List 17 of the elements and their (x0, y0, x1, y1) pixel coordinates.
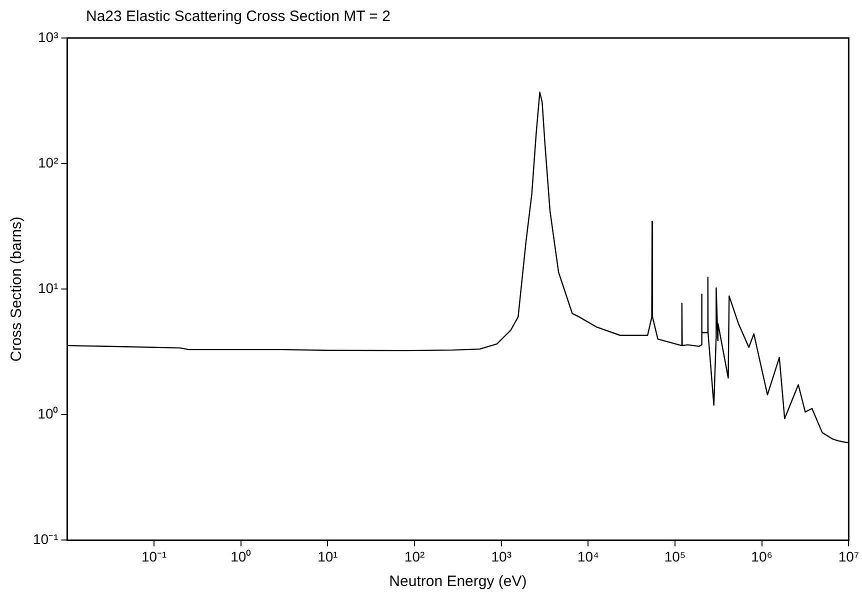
x-tick-label: 10⁶ (751, 548, 773, 564)
y-tick-label: 10⁰ (38, 406, 58, 422)
y-tick-label: 10³ (38, 28, 59, 45)
x-tick-label: 10⁰ (230, 548, 252, 564)
x-tick-label: 10⁵ (664, 548, 686, 564)
x-tick-label: 10¹ (318, 548, 338, 564)
x-axis-title: Neutron Energy (eV) (389, 573, 527, 590)
x-tick-label: 10² (404, 548, 425, 564)
y-tick-label: 10² (38, 154, 59, 170)
x-tick-label: 10⁻¹ (141, 548, 168, 564)
y-tick-label: 10⁻¹ (33, 531, 59, 548)
x-tick-label: 10³ (491, 548, 512, 564)
chart-title: Na23 Elastic Scattering Cross Section MT = 2 (86, 8, 390, 25)
y-tick-label: 10¹ (38, 280, 59, 296)
x-tick-label: 10⁴ (577, 548, 599, 564)
x-tick-label: 10⁷ (838, 548, 859, 564)
y-axis-title: Cross Section (barns) (8, 216, 26, 362)
